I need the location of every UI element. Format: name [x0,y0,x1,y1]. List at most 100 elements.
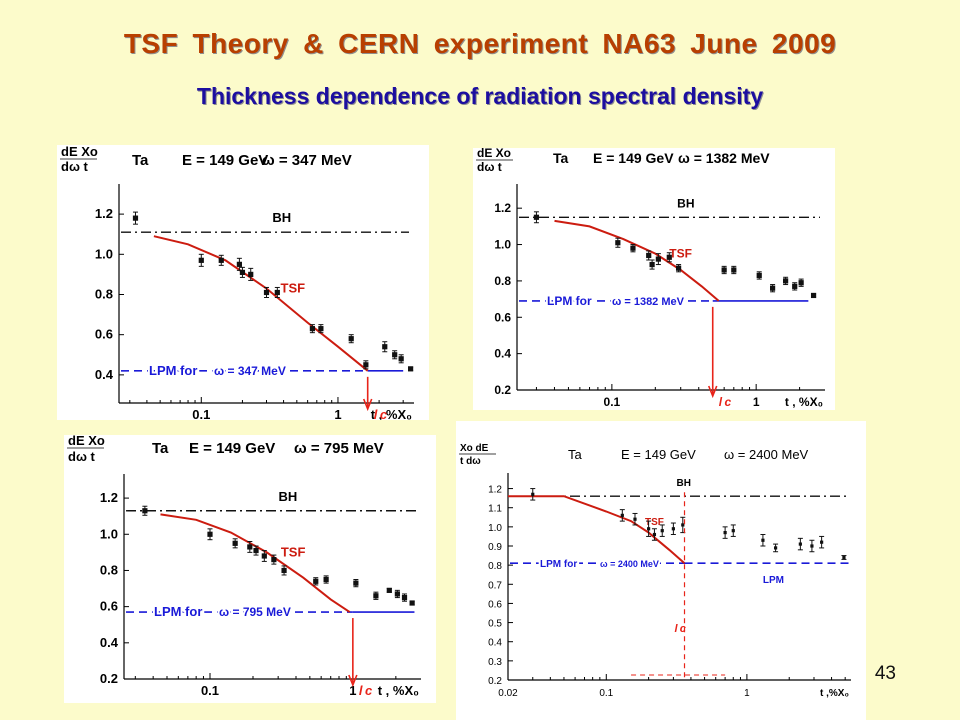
y-tick-label: 0.3 [488,657,502,668]
y-tick-label: 1.0 [494,238,511,252]
y-tick-label: 0.2 [488,676,502,687]
data-point [392,352,398,358]
data-point [630,245,636,251]
data-point [348,336,354,342]
data-point [363,362,369,368]
lpm-label: LPM for [547,294,592,308]
lc-arrow-head [362,398,373,412]
header-label: ω = 795 MeV [294,440,384,457]
x-tick-label: 0.1 [192,407,210,420]
y-tick-label: 0.6 [494,310,511,324]
bh-label: BH [278,489,297,504]
y-tick-label: 0.8 [95,286,113,301]
y-axis-label-bottom: dω t [68,449,96,464]
tsf-curve [508,495,686,564]
x-tick-label: 0.1 [201,683,219,698]
lpm-omega-label: ω = 347 MeV [214,364,286,378]
y-tick-label: 0.4 [494,347,511,361]
tsf-curve [153,235,369,372]
y-axis-label-bottom: dω t [477,160,502,174]
lpm-label: LPM for [149,363,197,378]
data-point [263,289,270,296]
data-point [761,538,765,542]
data-point [401,594,408,601]
data-point [386,587,392,593]
data-point [798,280,804,286]
y-tick-label: 1.2 [100,490,118,505]
data-point [647,527,651,531]
data-point [681,523,685,527]
data-point [398,356,404,362]
data-point [394,591,400,597]
data-point [261,553,267,559]
y-tick-label: 0.7 [488,580,502,591]
header-label: E = 149 GeV [189,440,275,457]
bh-label: BH [677,478,691,489]
y-tick-label: 1.1 [488,504,502,515]
data-point [531,492,535,496]
data-point [253,547,259,554]
y-tick-label: 1.0 [95,246,113,261]
y-tick-label: 0.4 [488,638,502,649]
y-tick-label: 1.0 [100,526,118,541]
y-tick-label: 0.2 [100,671,118,686]
y-tick-label: 0.4 [100,635,119,650]
tsf-curve [554,219,720,302]
y-tick-label: 0.2 [494,383,511,397]
slide-number: 43 [874,663,896,684]
data-point [810,292,817,299]
data-point [842,555,846,560]
data-point [773,546,778,550]
data-point [615,240,621,246]
data-point [232,540,238,546]
header-label: Ta [152,440,169,457]
chart-omega-2400: 0.2 0.3 0.4 0.5 0.6 0.7 0.8 0.9 1.0 1.1 1.2 0.02 0.1… [459,443,851,699]
data-point [318,326,324,332]
lpm-omega-label: ω = 2400 MeV [600,559,659,569]
lc-label: l c [374,407,388,420]
data-point [660,529,664,533]
x-tick-label: 1 [753,395,760,409]
x-axis-label: t , %X₀ [378,683,419,698]
tsf-curve [160,513,351,613]
data-point [207,531,213,537]
data-point [313,578,319,584]
x-tick-label: 1 [349,683,356,698]
x-tick-label: 1 [744,688,750,699]
data-point [731,267,737,273]
x-tick-label: 0.1 [599,688,613,699]
y-axis-label-top: dE Xo [61,145,98,159]
data-point [620,513,624,517]
y-tick-label: 0.4 [95,367,114,382]
data-point [666,254,672,260]
data-point [723,531,727,535]
lpm-label: LPM for [154,604,202,619]
lc-arrow-head [707,385,718,399]
data-point [783,278,789,284]
slide-subtitle: Thickness dependence of radiation spectr… [196,83,764,109]
plot-panel-omega-2400: 0.2 0.3 0.4 0.5 0.6 0.7 0.8 0.9 1.0 1.1 1.2 0.02 0.1… [456,421,866,720]
data-point [810,544,814,548]
y-tick-label: 0.6 [488,599,502,610]
x-tick-label: 1 [334,407,341,420]
y-axis-label-top: Xo dE [460,443,489,454]
data-point [409,600,415,606]
header-label: E = 149 GeV [621,447,696,462]
header-label: Ta [553,150,569,166]
data-point [281,567,287,574]
data-point [218,257,224,263]
slide-title: TSF Theory & CERN experiment NA63 June 2… [123,28,837,59]
lpm-label: LPM for [540,559,577,570]
data-point [132,215,139,221]
data-point [820,540,824,544]
y-axis-label-top: dE Xo [477,148,511,160]
lpm-omega-label: ω = 1382 MeV [612,296,685,308]
data-point [533,214,540,220]
lc-arrow-head [348,674,358,688]
data-point [731,529,735,533]
plot-panel-omega-347: 0.4 0.6 0.8 1.0 1.2 0.1 1 dE Xo dω t t , %X₀ Ta E =… [57,145,429,420]
data-point [142,508,148,514]
header-label: Ta [132,152,149,169]
data-point [671,527,675,531]
data-point [323,576,329,583]
